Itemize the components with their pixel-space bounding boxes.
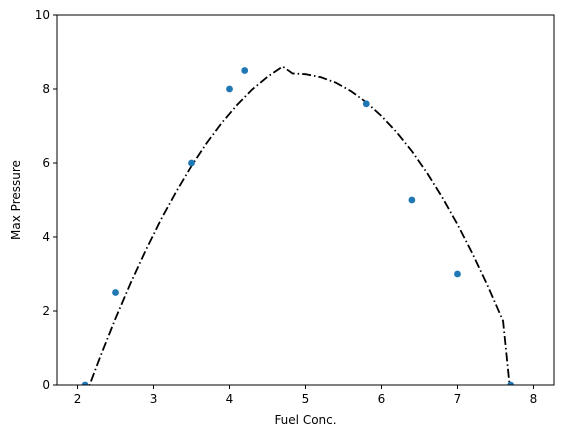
x-tick-label: 3 <box>150 392 158 406</box>
data-point <box>362 100 370 108</box>
data-point <box>81 381 89 385</box>
x-tick-label: 8 <box>530 392 538 406</box>
y-tick-label: 2 <box>42 304 50 318</box>
y-tick-label: 6 <box>42 156 50 170</box>
axis-ticks: 2 3 4 5 6 7 8 0 2 4 6 8 10 <box>35 8 538 406</box>
x-axis-label: Fuel Conc. <box>274 413 336 427</box>
y-tick-label: 0 <box>42 378 50 392</box>
x-tick-label: 4 <box>226 392 234 406</box>
data-point <box>188 159 195 167</box>
data-point <box>112 289 119 296</box>
data-point <box>226 85 233 93</box>
plot-area <box>81 65 515 385</box>
y-tick-label: 8 <box>42 82 50 96</box>
fit-curve-line <box>88 65 511 385</box>
x-tick-label: 7 <box>454 392 462 406</box>
y-tick-label: 10 <box>35 8 50 22</box>
x-tick-label: 5 <box>302 392 310 406</box>
data-point <box>408 196 416 204</box>
data-point <box>507 381 515 385</box>
data-point <box>241 67 249 74</box>
y-tick-label: 4 <box>42 230 50 244</box>
x-tick-label: 6 <box>378 392 386 406</box>
y-axis-label: Max Pressure <box>9 160 23 240</box>
axes-frame <box>56 14 555 386</box>
data-point <box>454 270 461 278</box>
x-tick-label: 2 <box>74 392 82 406</box>
